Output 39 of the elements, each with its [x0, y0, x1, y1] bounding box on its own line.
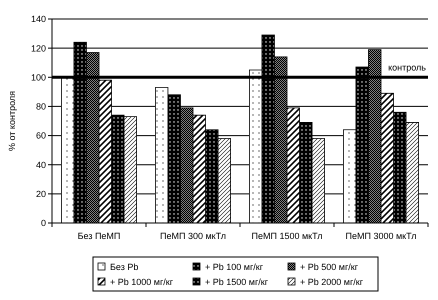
legend-label: + Pb 2000 мг/кг — [300, 277, 364, 288]
y-tick-label: 0 — [40, 218, 46, 228]
bar — [406, 122, 419, 224]
bar — [368, 49, 382, 224]
bar — [168, 94, 181, 224]
ref-line-label: контроль — [388, 62, 426, 72]
bar — [124, 116, 137, 224]
x-tick-label: ПеМП 3000 мкТл — [346, 231, 416, 241]
bar — [86, 52, 100, 224]
y-tick-label: 80 — [36, 102, 46, 112]
y-axis-title: % от контроля — [7, 90, 17, 152]
legend-label: + Pb 500 мг/кг — [300, 262, 359, 272]
legend-label: + Pb 1000 мг/кг — [110, 277, 174, 288]
bar — [74, 42, 87, 224]
bar — [286, 107, 300, 224]
bar — [380, 92, 394, 224]
x-tick-label: Без ПеМП — [78, 231, 120, 241]
y-tick-label: 20 — [36, 189, 46, 200]
bar — [205, 129, 218, 224]
y-tick-label: 100 — [30, 72, 46, 82]
legend-label: Без Pb — [110, 262, 138, 272]
bar — [393, 112, 406, 224]
y-tick-label: 120 — [30, 43, 46, 54]
bar — [192, 114, 206, 224]
bar — [111, 114, 124, 224]
bar — [180, 107, 194, 224]
bar — [299, 122, 312, 224]
y-tick-label: 140 — [30, 14, 46, 24]
y-tick-label: 40 — [36, 160, 46, 170]
legend-label: + Pb 100 мг/кг — [205, 262, 264, 272]
bar — [312, 138, 325, 224]
bar — [262, 34, 275, 224]
bar — [98, 80, 112, 224]
bar — [218, 138, 231, 224]
bar — [61, 76, 74, 224]
x-tick-label: ПеМП 300 мкТл — [160, 231, 226, 241]
x-tick-label: ПеМП 1500 мкТл — [252, 231, 322, 241]
y-tick-label: 60 — [36, 130, 46, 141]
legend-label: + Pb 1500 мг/кг — [205, 277, 269, 288]
